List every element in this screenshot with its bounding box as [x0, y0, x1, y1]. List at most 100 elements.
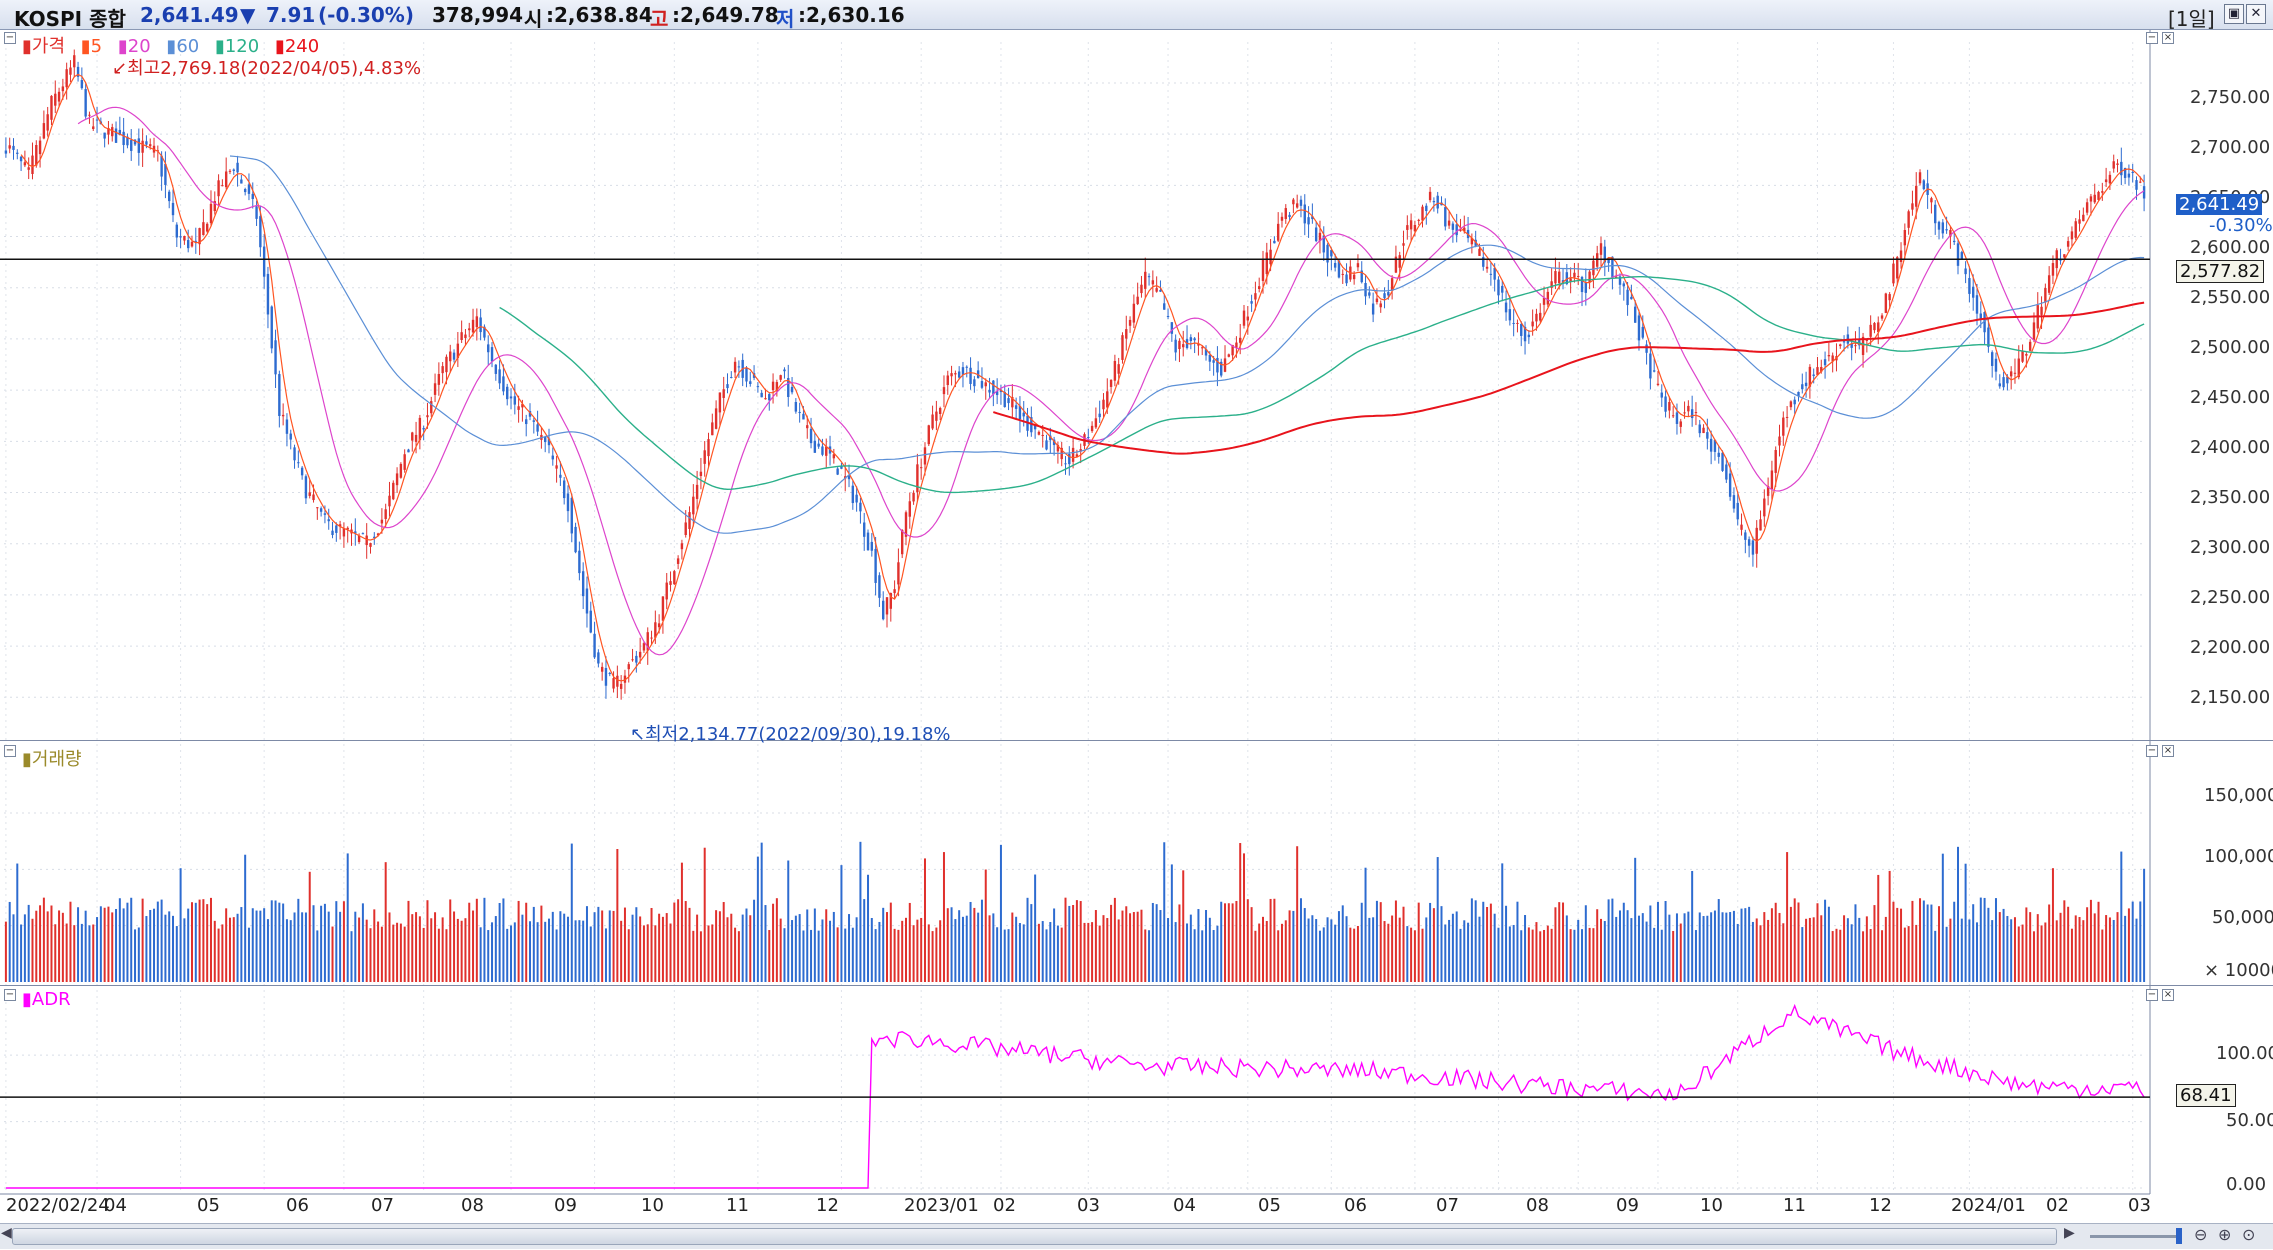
candle-body	[293, 447, 296, 461]
horizontal-scrollbar[interactable]: ◀ ▶ ⊖ ⊕ ⊙	[0, 1223, 2273, 1249]
adr-panel-menu-icon[interactable]: −	[4, 989, 16, 1001]
candle-body	[593, 633, 596, 658]
candle-body	[714, 408, 718, 429]
candle-body	[1242, 310, 1246, 326]
volume-bar	[1155, 904, 1158, 982]
legend-ma60[interactable]: ▮60	[166, 36, 200, 57]
volume-bar	[1368, 917, 1371, 982]
volume-bar	[460, 920, 463, 982]
price-panel-menu-icon[interactable]: −	[4, 32, 16, 44]
volume-bar	[407, 900, 410, 982]
zoom-slider[interactable]	[2090, 1235, 2182, 1238]
candle-body	[931, 414, 934, 429]
zoom-out-icon[interactable]: ⊖	[2194, 1225, 2208, 1244]
volume-bar	[354, 911, 357, 982]
volume-bar	[228, 917, 231, 982]
horizontal-lines	[0, 258, 2150, 1098]
candle-body	[2135, 180, 2138, 190]
candle-body	[141, 140, 144, 153]
candle-body	[274, 340, 277, 375]
candle-body	[840, 465, 843, 469]
price-panel-minimize-icon[interactable]: −	[2146, 32, 2158, 44]
volume-panel-menu-icon[interactable]: −	[4, 745, 16, 757]
candle-body	[1831, 355, 1834, 362]
reference-line-tag[interactable]: 2,577.82	[2176, 260, 2265, 283]
adr-reference-tag[interactable]: 68.41	[2176, 1084, 2236, 1107]
candle-body	[1854, 345, 1857, 347]
x-axis-label: 02	[993, 1195, 1016, 1216]
price-y-tick: 2,350.00	[2190, 487, 2271, 508]
volume-bar	[1402, 906, 1405, 982]
chart-canvas[interactable]	[0, 30, 2273, 1250]
period-selector[interactable]: [1일]	[2168, 7, 2215, 31]
volume-bar	[1261, 916, 1264, 982]
candle-body	[323, 513, 327, 515]
candle-body	[2070, 231, 2074, 240]
legend-ma120[interactable]: ▮120	[214, 36, 260, 57]
candle-body	[1675, 412, 1679, 424]
candle-body	[517, 406, 520, 410]
candle-body	[794, 401, 798, 412]
candle-body	[1178, 340, 1181, 350]
zoom-fit-icon[interactable]: ⊙	[2242, 1225, 2256, 1244]
volume-bar	[988, 915, 991, 982]
zoom-slider-thumb[interactable]	[2176, 1228, 2182, 1244]
scroll-right-icon[interactable]: ▶	[2064, 1225, 2075, 1241]
candle-body	[1421, 206, 1424, 221]
candle-body	[1113, 360, 1117, 381]
volume-panel-divider[interactable]	[0, 740, 2273, 741]
candle-body	[623, 675, 627, 683]
candle-body	[194, 240, 197, 242]
volume-bar	[525, 902, 528, 982]
volume-panel-close-icon[interactable]: ×	[2162, 745, 2174, 757]
volume-bar	[308, 871, 311, 982]
volume-bar	[893, 928, 896, 982]
volume-bar	[179, 868, 182, 982]
volume-bar	[1478, 916, 1481, 982]
volume-bar	[1482, 901, 1485, 982]
volume-bar	[69, 901, 72, 982]
candle-body	[1945, 229, 1948, 231]
volume-bar	[1858, 917, 1861, 982]
adr-panel-close-icon[interactable]: ×	[2162, 989, 2174, 1001]
volume-panel-minimize-icon[interactable]: −	[2146, 745, 2158, 757]
price-panel-close-icon[interactable]: ×	[2162, 32, 2174, 44]
scrollbar-thumb[interactable]	[12, 1228, 2057, 1245]
restore-icon[interactable]: ▣	[2224, 4, 2244, 24]
volume-bar	[194, 902, 197, 982]
volume-bar	[768, 930, 771, 982]
candle-body	[631, 659, 634, 661]
volume-bar	[942, 852, 945, 982]
zoom-in-icon[interactable]: ⊕	[2218, 1225, 2232, 1244]
price-candles	[4, 49, 2146, 700]
volume-bar	[126, 902, 129, 982]
volume-legend[interactable]: ▮거래량	[22, 749, 82, 770]
candle-body	[1896, 257, 1899, 279]
candle-body	[111, 127, 114, 137]
candle-body	[1413, 224, 1417, 232]
adr-panel-minimize-icon[interactable]: −	[2146, 989, 2158, 1001]
candle-body	[304, 476, 308, 499]
adr-legend[interactable]: ▮ADR	[22, 989, 71, 1010]
candle-body	[1314, 227, 1318, 242]
instrument-name[interactable]: KOSPI 종합	[14, 7, 126, 31]
volume-bar	[1596, 909, 1599, 982]
volume-bar	[134, 929, 137, 982]
volume-bar	[1732, 910, 1735, 982]
x-axis-label: 08	[461, 1195, 484, 1216]
volume-bar	[285, 919, 288, 982]
volume-unit: × 10000	[2204, 960, 2273, 981]
volume-bar	[715, 910, 718, 982]
adr-panel-divider[interactable]	[0, 985, 2273, 986]
candle-body	[992, 380, 995, 395]
volume-bar	[1440, 906, 1443, 982]
scroll-left-icon[interactable]: ◀	[1, 1225, 12, 1241]
legend-ma240[interactable]: ▮240	[274, 36, 320, 57]
legend-price[interactable]: ▮가격	[22, 36, 66, 57]
legend-ma20[interactable]: ▮20	[117, 36, 151, 57]
volume-bar	[399, 923, 402, 982]
legend-ma5[interactable]: ▮5	[80, 36, 103, 57]
close-icon[interactable]: ✕	[2246, 4, 2266, 24]
volume-bar	[669, 923, 672, 982]
volume-bar	[1026, 897, 1029, 982]
